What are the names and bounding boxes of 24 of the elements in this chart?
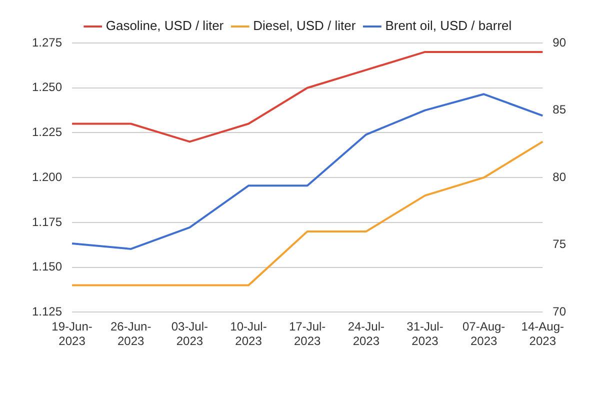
y-tick-label: 1.225 — [32, 125, 62, 140]
y2-tick-label: 90 — [552, 35, 566, 50]
x-tick-label: 31-Jul-2023 — [406, 320, 444, 348]
x-tick-label: 26-Jun-2023 — [110, 320, 152, 348]
legend-label: Brent oil, USD / barrel — [385, 18, 512, 34]
y2-tick-label: 75 — [552, 237, 566, 252]
y-tick-label: 1.175 — [32, 214, 62, 229]
x-tick-label: 03-Jul-2023 — [171, 320, 208, 348]
x-tick-label: 17-Jul-2023 — [288, 320, 326, 348]
x-tick-label: 07-Aug-2023 — [462, 320, 506, 348]
legend-label: Gasoline, USD / liter — [106, 18, 224, 34]
x-tick-label: 19-Jun-2023 — [52, 320, 92, 348]
y-tick-label: 1.150 — [32, 260, 62, 274]
y2-tick-label: 80 — [552, 170, 566, 184]
y-tick-label: 1.200 — [32, 170, 62, 184]
y2-tick-label: 70 — [552, 304, 566, 319]
y2-tick-label: 85 — [552, 102, 566, 117]
x-tick-label: 24-Jul-2023 — [348, 320, 385, 348]
legend-label: Diesel, USD / liter — [253, 18, 356, 34]
x-tick-label: 10-Jul-2023 — [230, 320, 267, 348]
y-tick-label: 1.250 — [32, 80, 62, 94]
x-tick-label: 14-Aug-2023 — [521, 320, 564, 348]
y-tick-label: 1.275 — [32, 35, 62, 50]
y-tick-label: 1.125 — [32, 304, 62, 319]
